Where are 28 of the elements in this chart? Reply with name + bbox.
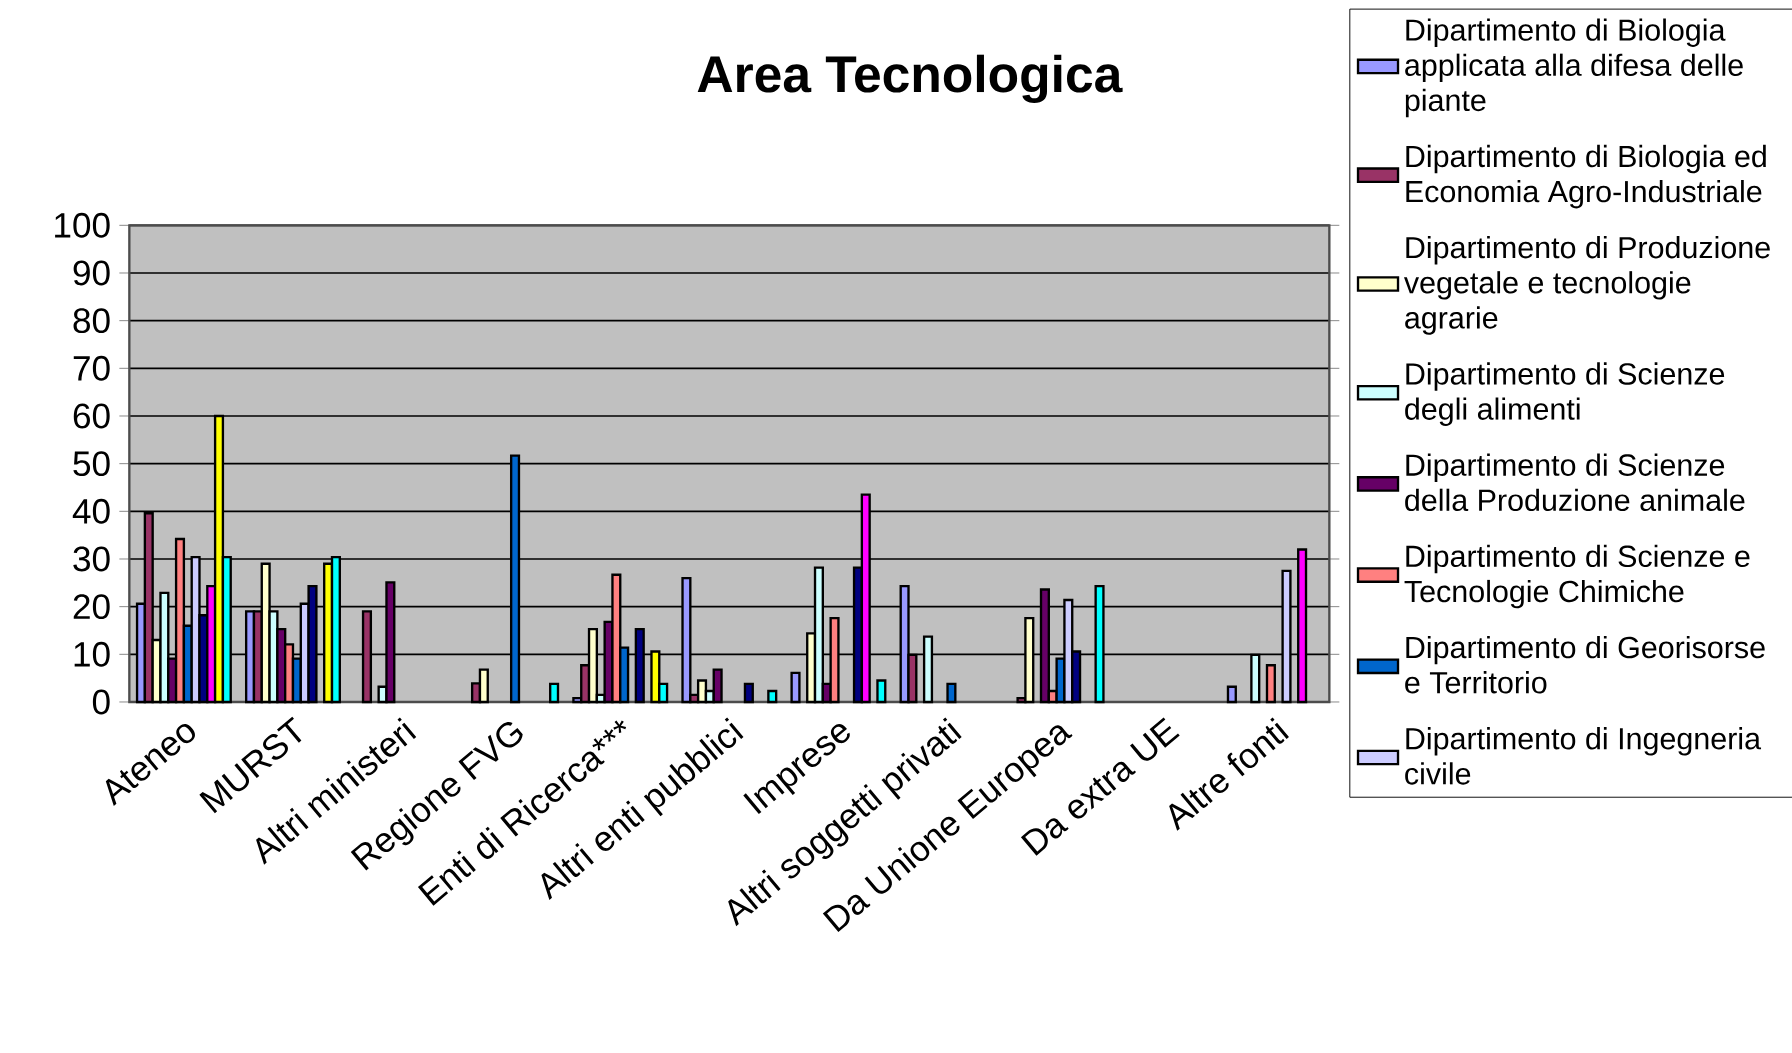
legend-label: Dipartimento di Ingegneria civile: [1405, 726, 1762, 785]
y-tick-label: 20: [73, 594, 110, 619]
legend-label: Dipartimento di Biologia applicata alla difesa delle piante: [1405, 18, 1743, 118]
y-tick-label: 80: [73, 308, 110, 333]
legend-label: Dipartimento di Produzione vegetale e tecnologie agrarie: [1403, 235, 1770, 335]
bar: [876, 679, 887, 703]
y-tick-label: 60: [73, 403, 110, 429]
bar: [946, 682, 957, 703]
y-tick-label: 50: [73, 451, 110, 476]
bar: [743, 682, 754, 703]
chart-title: Area Tecnologica: [697, 54, 1123, 103]
legend-label: Dipartimento di Scienze della Produzione animale: [1405, 453, 1745, 511]
y-tick-label: 0: [92, 689, 110, 715]
legend-label: Dipartimento di Georisorse e Territorio: [1405, 635, 1765, 694]
y-tick-label: 90: [73, 260, 110, 286]
bar: [790, 671, 801, 703]
bar: [1226, 685, 1237, 703]
bar: [1265, 663, 1276, 703]
bar: [549, 682, 560, 703]
y-tick-label: 40: [72, 498, 110, 524]
legend-label: Dipartimento di Biologia ed Economia Agro-Industriale: [1406, 144, 1766, 209]
y-tick-label: 30: [73, 546, 110, 572]
legend-label: Dipartimento di Scienze degli alimenti: [1405, 362, 1725, 426]
bar: [767, 689, 778, 703]
y-tick-label: 70: [73, 355, 110, 381]
y-tick-label: 100: [55, 212, 110, 238]
y-tick-label: 10: [74, 641, 110, 667]
legend-label: Dipartimento di Scienze e Tecnologie Chimiche: [1404, 544, 1750, 609]
